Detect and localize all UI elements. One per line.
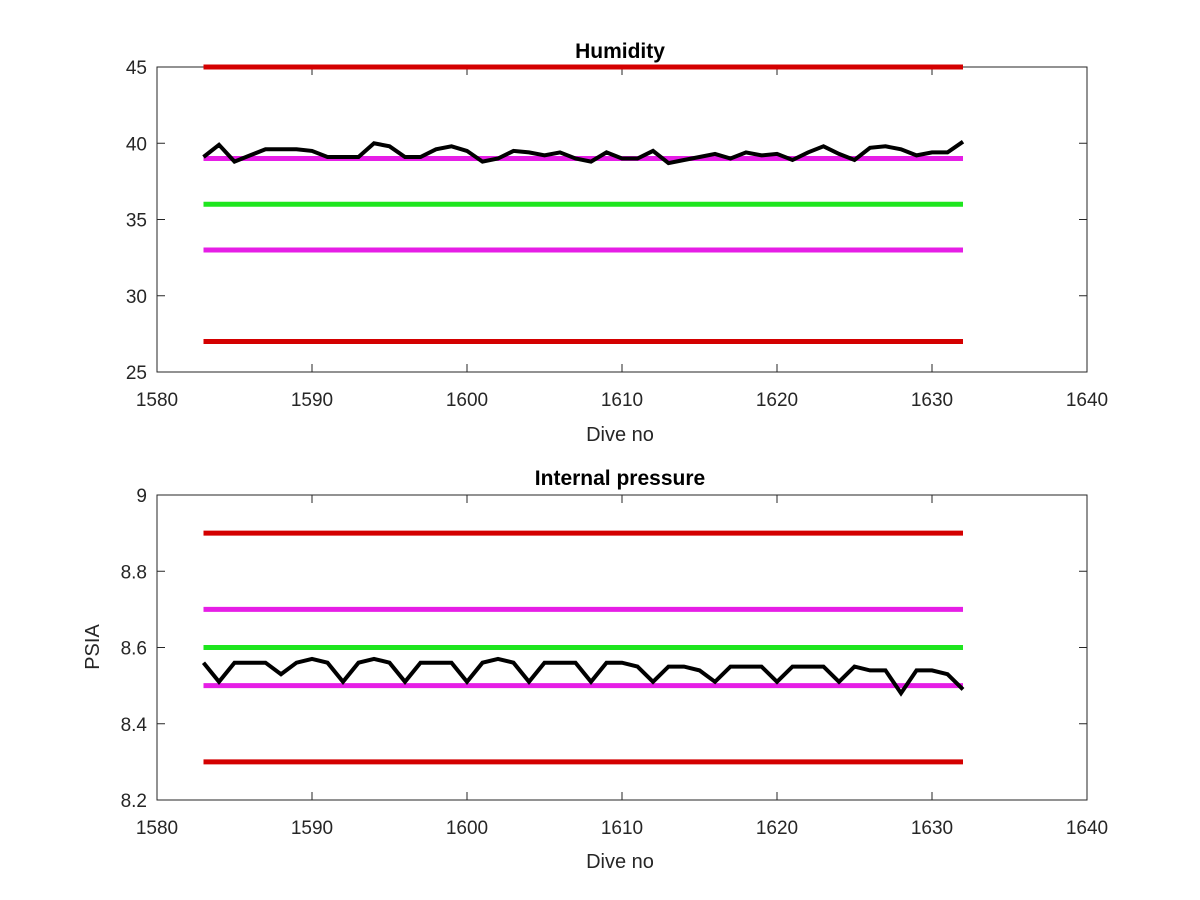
- humidity-plot-area: 1580 1590 1600 1610 1620 1630 1640 25 30 35 40 45: [126, 58, 1108, 411]
- humidity-x-tick-label: 1600: [446, 390, 488, 411]
- pressure-y-tick-label: 8.6: [121, 639, 147, 660]
- humidity-title: Humidity: [575, 40, 665, 63]
- pressure-panel: Internal pressure 1580 1590 1600 1610 1620 16…: [82, 467, 1108, 873]
- humidity-x-tick-label: 1630: [911, 390, 953, 411]
- humidity-x-tick-label: 1590: [291, 390, 333, 411]
- pressure-data-line: [201, 656, 965, 697]
- pressure-x-tick-label: 1630: [911, 818, 953, 839]
- humidity-y-tick-label: 40: [126, 134, 147, 155]
- pressure-x-tick-label: 1610: [601, 818, 643, 839]
- humidity-data-line: [202, 140, 965, 166]
- humidity-x-tick-label: 1580: [136, 390, 178, 411]
- humidity-x-tick-label: 1640: [1066, 390, 1108, 411]
- pressure-x-tick-label: 1590: [291, 818, 333, 839]
- humidity-x-axis-label: Dive no: [586, 424, 654, 446]
- pressure-x-tick-label: 1600: [446, 818, 488, 839]
- humidity-y-tick-label: 45: [126, 58, 147, 79]
- pressure-y-axis-label: PSIA: [82, 624, 104, 670]
- pressure-y-tick-label: 8.8: [121, 562, 147, 583]
- humidity-x-tick-label: 1620: [756, 390, 798, 411]
- humidity-panel: Humidity 1580 1590 1600 1610 1620 1630 1640 25 3…: [126, 40, 1108, 446]
- pressure-x-tick-label: 1580: [136, 818, 178, 839]
- pressure-plot-area: 1580 1590 1600 1610 1620 1630 1640 8.2 8.4 8.6 8.8…: [121, 486, 1109, 839]
- humidity-y-tick-label: 35: [126, 211, 147, 232]
- pressure-x-axis-label: Dive no: [586, 851, 654, 873]
- humidity-y-tick-label: 30: [126, 287, 147, 308]
- pressure-y-tick-label: 8.2: [121, 791, 147, 812]
- pressure-y-tick-label: 8.4: [121, 715, 148, 736]
- humidity-x-tick-label: 1610: [601, 390, 643, 411]
- humidity-y-tick-label: 25: [126, 363, 147, 384]
- pressure-x-tick-label: 1620: [756, 818, 798, 839]
- pressure-y-tick-label: 9: [136, 486, 147, 507]
- pressure-x-tick-label: 1640: [1066, 818, 1108, 839]
- pressure-title: Internal pressure: [535, 467, 705, 490]
